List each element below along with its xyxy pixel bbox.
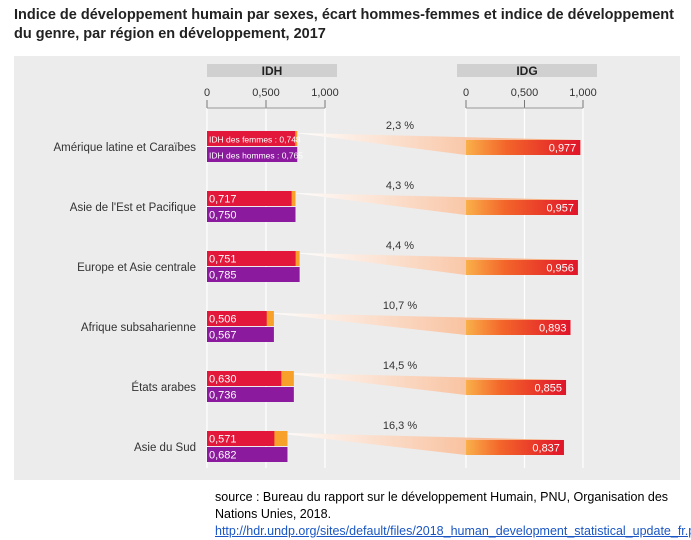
idg-value-label: 0,893 bbox=[539, 323, 567, 335]
idg-value-label: 0,837 bbox=[532, 443, 560, 455]
idg-value-label: 0,855 bbox=[535, 383, 563, 395]
male-hdi-bar bbox=[207, 207, 296, 222]
idg-header-bar bbox=[457, 64, 597, 77]
idg-bar bbox=[466, 260, 578, 275]
idg-bar bbox=[466, 200, 578, 215]
female-hdi-bar bbox=[207, 131, 296, 146]
female-hdi-label: 0,751 bbox=[209, 254, 237, 266]
female-hdi-bar bbox=[207, 371, 282, 386]
category-label: Afrique subsaharienne bbox=[81, 322, 196, 334]
male-hdi-label: 0,750 bbox=[209, 210, 237, 222]
category-label: Asie du Sud bbox=[134, 442, 196, 454]
male-hdi-label: IDH des hommes : 0,765 bbox=[209, 151, 303, 161]
category-label: Europe et Asie centrale bbox=[77, 262, 196, 274]
male-hdi-label: 0,682 bbox=[209, 450, 237, 462]
source-link[interactable]: http://hdr.undp.org/sites/default/files/… bbox=[215, 524, 691, 538]
female-hdi-label: 0,506 bbox=[209, 314, 237, 326]
chart-title: Indice de développement humain par sexes… bbox=[14, 7, 674, 42]
source-note: source : Bureau du rapport sur le dévelo… bbox=[215, 489, 691, 540]
idg-bar bbox=[466, 440, 564, 455]
category-label: Asie de l'Est et Pacifique bbox=[70, 202, 196, 214]
female-hdi-bar bbox=[207, 191, 292, 206]
gap-percent-label: 4,4 % bbox=[386, 240, 414, 252]
female-hdi-label: 0,630 bbox=[209, 374, 237, 386]
male-hdi-bar bbox=[207, 387, 294, 402]
idh-header-bar bbox=[207, 64, 337, 77]
gap-percent-label: 10,7 % bbox=[383, 300, 417, 312]
male-hdi-label: 0,567 bbox=[209, 330, 237, 342]
idg-axis-tick-label: 0 bbox=[463, 87, 469, 99]
idh-axis-tick-label: 0 bbox=[204, 87, 210, 99]
gap-percent-label: 16,3 % bbox=[383, 420, 417, 432]
idh-header-label: IDH bbox=[262, 64, 283, 78]
category-label: Amérique latine et Caraïbes bbox=[53, 142, 196, 154]
category-label: États arabes bbox=[131, 381, 196, 394]
female-hdi-bar bbox=[207, 311, 267, 326]
chart-panel: IDH IDG 0 0,500 1,000 0 0,500 1,000 Amérique l… bbox=[14, 56, 680, 480]
idg-header-label: IDG bbox=[516, 64, 537, 78]
female-hdi-label: 0,717 bbox=[209, 194, 237, 206]
gap-percent-label: 4,3 % bbox=[386, 180, 414, 192]
male-hdi-label: 0,785 bbox=[209, 270, 237, 282]
male-hdi-bar bbox=[207, 267, 300, 282]
idg-axis-tick-label: 1,000 bbox=[569, 87, 597, 99]
source-text: source : Bureau du rapport sur le dévelo… bbox=[215, 490, 669, 521]
female-hdi-bar bbox=[207, 431, 275, 446]
gap-percent-label: 2,3 % bbox=[386, 120, 414, 132]
male-hdi-bar bbox=[207, 447, 288, 462]
idg-value-label: 0,977 bbox=[549, 143, 577, 155]
female-hdi-label: IDH des femmes : 0,748 bbox=[209, 135, 301, 145]
idg-bar bbox=[466, 380, 567, 395]
gap-percent-label: 14,5 % bbox=[383, 360, 417, 372]
hdi-gdi-chart: IDH IDG 0 0,500 1,000 0 0,500 1,000 Amérique l… bbox=[53, 64, 597, 468]
male-hdi-bar bbox=[207, 327, 274, 342]
idg-bar bbox=[466, 320, 571, 335]
idg-axis-tick-label: 0,500 bbox=[511, 87, 539, 99]
female-hdi-bar bbox=[207, 251, 296, 266]
idh-axis-tick-label: 0,500 bbox=[252, 87, 280, 99]
idg-value-label: 0,957 bbox=[546, 203, 574, 215]
idg-value-label: 0,956 bbox=[546, 263, 574, 275]
idh-axis-tick-label: 1,000 bbox=[311, 87, 339, 99]
male-hdi-bar bbox=[207, 147, 298, 162]
female-hdi-label: 0,571 bbox=[209, 434, 237, 446]
idg-bar bbox=[466, 140, 581, 155]
male-hdi-label: 0,736 bbox=[209, 390, 237, 402]
